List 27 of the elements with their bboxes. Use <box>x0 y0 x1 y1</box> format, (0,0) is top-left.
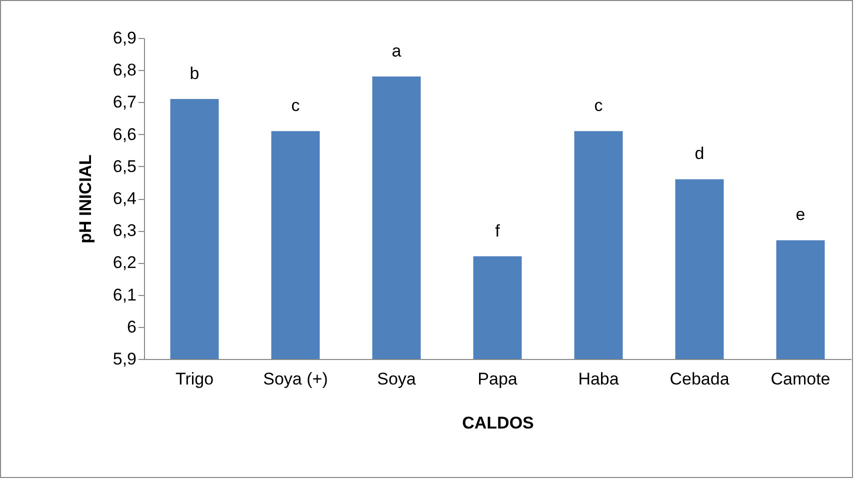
y-tick-label: 5,9 <box>112 350 136 368</box>
annotation: c <box>594 96 604 116</box>
y-tick-label: 6,3 <box>112 221 136 240</box>
x-axis-title: CALDOS <box>462 414 534 432</box>
y-tick-label: 6,7 <box>112 92 136 112</box>
y-tick-label: 6,5 <box>112 156 136 176</box>
x-tick-label: Papa <box>478 370 518 388</box>
x-tick-label: Soya (+) <box>263 370 328 388</box>
x-tick-label: Cebada <box>670 370 730 388</box>
x-tick-label: Trigo <box>175 370 214 388</box>
annotation: c <box>291 96 300 116</box>
y-tick-label: 6,9 <box>112 28 136 48</box>
annotation: e <box>796 205 806 224</box>
y-axis-title: pH INICIAL <box>76 154 95 244</box>
y-tick-label: 6 <box>127 317 136 336</box>
y-tick-label: 6,1 <box>112 285 136 304</box>
y-tick-label: 6,6 <box>112 124 136 144</box>
annotation: a <box>392 42 402 61</box>
annotation: f <box>495 221 500 240</box>
annotation: d <box>694 144 704 164</box>
y-tick-label: 6,4 <box>112 189 136 208</box>
y-tick-label: 6,2 <box>112 253 136 272</box>
x-tick-label: Camote <box>770 370 830 388</box>
annotation: b <box>190 64 200 83</box>
x-tick-label: Haba <box>578 370 620 388</box>
x-tick-label: Soya <box>377 370 416 388</box>
y-tick-label: 6,8 <box>112 60 136 80</box>
